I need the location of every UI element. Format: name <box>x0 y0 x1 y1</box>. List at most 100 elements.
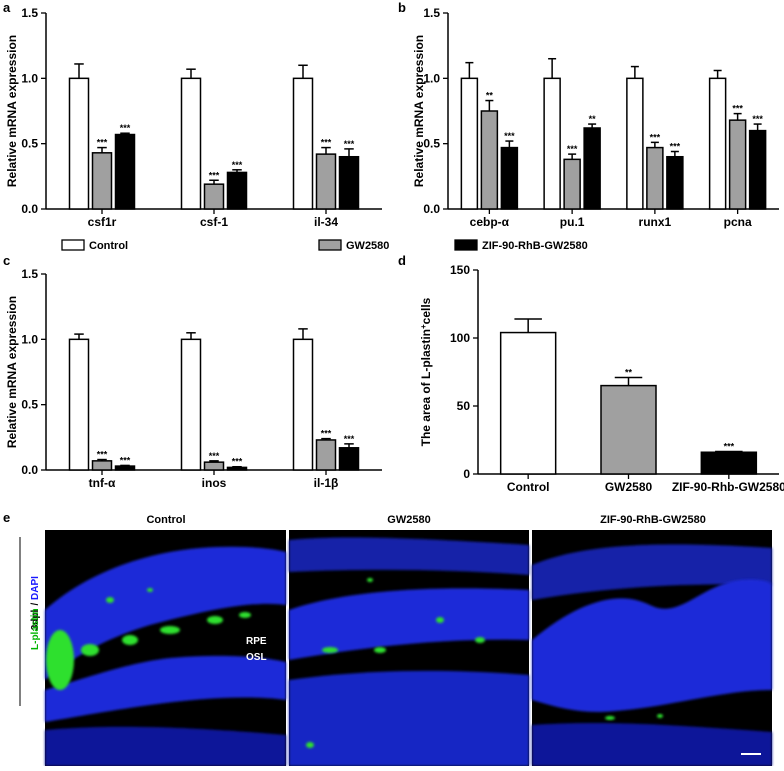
x-tick-label-c-2: il-1β <box>314 476 339 490</box>
x-tick-label-c-1: inos <box>202 476 227 490</box>
bar-c-0-2 <box>116 466 135 470</box>
bar-b-1-2 <box>584 128 600 209</box>
y-tick-label-a-3: 1.5 <box>21 6 38 20</box>
bar-d-2 <box>701 452 756 474</box>
bar-c-2-2-significance: *** <box>344 434 355 444</box>
panel-letter-a: a <box>3 0 11 15</box>
legend-swatch-zif <box>455 240 477 250</box>
bar-b-1-2-significance: ** <box>589 114 597 124</box>
bar-c-2-2 <box>340 448 359 470</box>
x-tick-label-d-0: Control <box>507 480 550 494</box>
bar-c-1-1 <box>205 462 224 470</box>
stain-label-blue: DAPI <box>30 576 41 600</box>
bar-b-1-0 <box>544 78 560 209</box>
x-tick-label-c-0: tnf-α <box>89 476 116 490</box>
bar-d-1 <box>601 386 656 474</box>
bar-b-0-0 <box>461 78 477 209</box>
bar-b-3-1 <box>730 120 746 209</box>
bar-c-0-0 <box>70 339 89 470</box>
micrograph-title-zif: ZIF-90-RhB-GW2580 <box>600 514 706 526</box>
micrograph-control-blue-layer-3 <box>45 727 286 766</box>
x-tick-label-b-2: runx1 <box>639 215 672 229</box>
bar-b-3-1-significance: *** <box>732 104 743 114</box>
x-tick-label-a-0: csf1r <box>88 215 117 229</box>
y-tick-label-d-0: 0 <box>463 467 470 481</box>
annotation-osl: OSL <box>246 652 267 663</box>
bar-b-1-1-significance: *** <box>567 144 578 154</box>
x-tick-label-b-1: pu.1 <box>560 215 585 229</box>
bar-b-3-2-significance: *** <box>752 114 763 124</box>
chart-panel-c: 0.0 0.5 1.0 1.5 Relative mRNA expression *** *… <box>5 267 382 490</box>
bar-d-1-significance: ** <box>625 367 633 377</box>
bar-b-2-2 <box>667 157 683 209</box>
bar-a-2-0 <box>294 78 313 209</box>
y-axis-label-d: The area of L-plastin+cells <box>419 297 434 446</box>
bar-c-2-1-significance: *** <box>321 429 332 439</box>
bar-c-2-0 <box>294 339 313 470</box>
legend-label-control: Control <box>89 240 128 252</box>
bar-c-0-1-significance: *** <box>97 450 108 460</box>
bar-c-1-2-significance: *** <box>232 457 243 467</box>
bar-b-1-1 <box>564 159 580 209</box>
micrograph-gw2580-blue-bottom <box>289 671 529 766</box>
scale-bar <box>741 753 761 755</box>
y-tick-label-c-2: 1.0 <box>21 332 38 346</box>
bar-a-2-1 <box>317 154 336 209</box>
bar-a-1-2-significance: *** <box>232 160 243 170</box>
bar-b-2-1 <box>647 148 663 209</box>
bar-a-1-1-significance: *** <box>209 170 220 180</box>
y-tick-label-c-3: 1.5 <box>21 267 38 281</box>
x-tick-label-a-2: il-34 <box>314 215 338 229</box>
bar-d-0 <box>501 333 556 474</box>
bar-a-1-0 <box>182 78 201 209</box>
bar-c-2-1 <box>317 440 336 470</box>
y-tick-label-c-1: 0.5 <box>21 398 38 412</box>
micrograph-control: RPE OSL <box>45 530 286 766</box>
legend-swatch-gw2580 <box>319 240 341 250</box>
micrograph-panel-e: Control GW2580 ZIF-90-RhB-GW2580 3dpl L-… <box>20 514 772 766</box>
bar-d-2-significance: *** <box>724 442 735 452</box>
bar-b-2-1-significance: *** <box>650 132 661 142</box>
stain-label: L-plastin / DAPI <box>30 576 41 650</box>
y-axis-label-c: Relative mRNA expression <box>5 296 19 448</box>
panel-letter-b: b <box>398 0 406 15</box>
bar-b-3-2 <box>750 131 766 209</box>
panel-letter-c: c <box>3 253 10 268</box>
x-tick-label-b-0: cebp-α <box>470 215 510 229</box>
y-tick-label-a-1: 0.5 <box>21 137 38 151</box>
bar-a-1-2 <box>228 172 247 209</box>
micrograph-title-gw2580: GW2580 <box>387 514 430 526</box>
bar-a-1-1 <box>205 184 224 209</box>
bar-a-0-1 <box>93 153 112 209</box>
x-tick-label-b-3: pcna <box>724 215 752 229</box>
bar-a-0-0 <box>70 78 89 209</box>
y-tick-label-d-2: 100 <box>450 331 470 345</box>
y-axis-label-d-suffix: cells <box>419 297 433 324</box>
bar-b-2-2-significance: *** <box>670 142 681 152</box>
bar-b-2-0 <box>627 78 643 209</box>
legend-label-zif: ZIF-90-RhB-GW2580 <box>482 240 588 252</box>
y-tick-label-b-3: 1.5 <box>423 6 440 20</box>
bar-c-1-2 <box>228 467 247 470</box>
bar-b-0-2 <box>501 148 517 209</box>
bar-c-1-1-significance: *** <box>209 451 220 461</box>
bar-a-2-2 <box>340 157 359 209</box>
bar-b-0-1-significance: ** <box>486 91 494 101</box>
micrograph-title-control: Control <box>146 514 185 526</box>
bar-b-0-1 <box>481 111 497 209</box>
stain-label-sep: / <box>30 600 41 608</box>
x-tick-label-a-1: csf-1 <box>200 215 228 229</box>
y-tick-label-c-0: 0.0 <box>21 463 38 477</box>
bar-a-0-1-significance: *** <box>97 138 108 148</box>
x-tick-label-d-1: GW2580 <box>605 480 653 494</box>
x-tick-label-d-2: ZIF-90-Rhb-GW2580 <box>672 480 784 494</box>
bar-a-2-1-significance: *** <box>321 138 332 148</box>
micrograph-zif <box>532 530 772 766</box>
y-axis-label-b: Relative mRNA expression <box>412 35 426 187</box>
y-tick-label-d-3: 150 <box>450 263 470 277</box>
bar-c-0-2-significance: *** <box>120 455 131 465</box>
micrograph-gw2580 <box>289 530 529 766</box>
legend-swatch-control <box>62 240 84 250</box>
